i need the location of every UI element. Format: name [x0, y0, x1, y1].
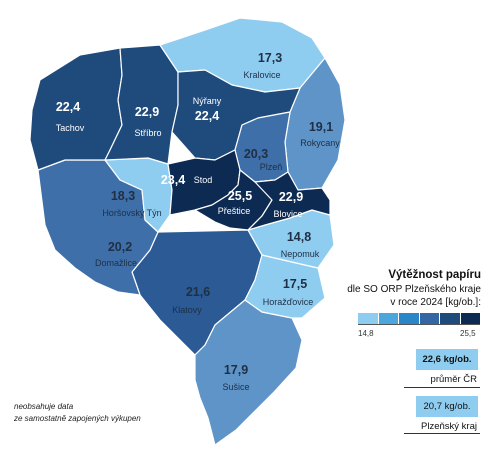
legend-color-scale — [358, 313, 480, 324]
region-value-rokycany: 19,1 — [309, 120, 333, 134]
region-susice — [194, 299, 303, 446]
footnote-line1: neobsahuje data — [14, 402, 74, 411]
region-name-domazlice: Domažlice — [95, 258, 137, 268]
region-name-stribro: Stříbro — [134, 128, 161, 138]
region-value-plzen: 20,3 — [244, 147, 268, 161]
region-value-blovice: 22,9 — [279, 190, 303, 204]
region-name-tachov: Tachov — [56, 123, 85, 133]
kraj-average-value: 20,7 kg/ob. — [416, 396, 478, 417]
region-value-horsovsky-tyn: 18,3 — [111, 189, 135, 203]
region-value-stod: 23,4 — [161, 173, 185, 187]
legend-title: Výtěžnost papíru — [388, 269, 481, 281]
region-name-nepomuk: Nepomuk — [281, 249, 320, 259]
region-name-horazdovice: Horažďovice — [263, 297, 314, 307]
legend-swatch — [399, 313, 420, 324]
legend-min-label: 14,8 — [358, 329, 374, 338]
legend-swatch — [440, 313, 461, 324]
region-name-nyrany: Nýřany — [193, 96, 222, 106]
region-blovice — [247, 171, 331, 231]
legend-subtitle-line2: v roce 2024 [kg/ob.]: — [390, 297, 481, 308]
legend-swatch — [358, 313, 379, 324]
legend-subtitle-line1: dle SO ORP Plzeňského kraje — [347, 284, 481, 295]
legend-max-label: 25,5 — [460, 329, 476, 338]
region-value-stribro: 22,9 — [135, 105, 159, 119]
region-value-prestice: 25,5 — [228, 189, 252, 203]
cr-average-value: 22,6 kg/ob. — [416, 349, 478, 370]
region-name-plzen: Plzeň — [260, 162, 283, 172]
cr-divider — [404, 387, 480, 388]
region-name-kralovice: Kralovice — [243, 70, 280, 80]
legend-swatch — [460, 313, 480, 324]
kraj-divider — [404, 433, 480, 434]
region-name-rokycany: Rokycany — [300, 138, 340, 148]
region-value-kralovice: 17,3 — [258, 51, 282, 65]
footnote-line2: ze samostatně zapojených výkupen — [14, 414, 141, 423]
region-name-prestice: Přeštice — [218, 206, 251, 216]
kraj-average-label: Plzeňský kraj — [421, 421, 477, 432]
legend-swatch — [378, 313, 399, 324]
region-value-domazlice: 20,2 — [108, 240, 132, 254]
region-name-horsovsky-tyn: Horšovský Týn — [102, 208, 161, 218]
region-value-tachov: 22,4 — [56, 100, 80, 114]
region-value-nyrany: 22,4 — [195, 109, 219, 123]
region-name-klatovy: Klatovy — [172, 305, 202, 315]
region-value-nepomuk: 14,8 — [287, 230, 311, 244]
legend-scale-axis — [358, 324, 480, 325]
region-value-horazdovice: 17,5 — [283, 277, 307, 291]
region-name-stod: Stod — [194, 175, 213, 185]
region-value-klatovy: 21,6 — [186, 285, 210, 299]
cr-average-label: průměr ČR — [430, 374, 477, 385]
legend-swatch — [419, 313, 440, 324]
region-name-blovice: Blovice — [273, 209, 302, 219]
region-value-susice: 17,9 — [224, 363, 248, 377]
region-name-susice: Sušice — [222, 382, 249, 392]
